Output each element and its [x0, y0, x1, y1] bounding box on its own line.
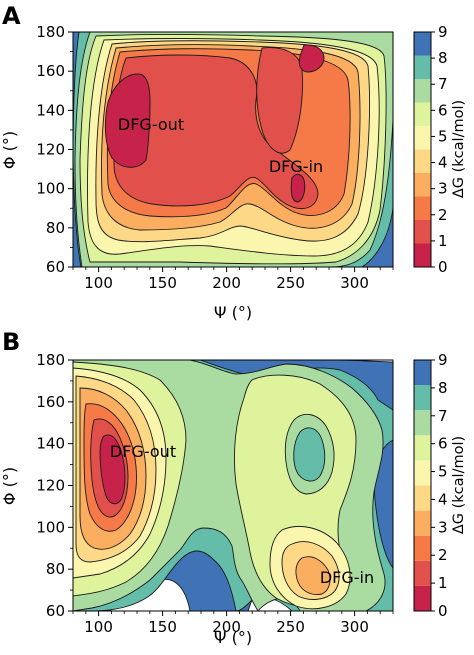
x-tick-label: 250 — [276, 618, 305, 636]
x-ticks-b: 100 150 200 250 300 — [72, 611, 394, 636]
colorbar-tick-label: 7 — [438, 75, 448, 93]
colorbar-label-a: ΔG (kcal/mol) — [451, 100, 467, 198]
colorbar-segment — [414, 102, 431, 126]
x-axis-label-a: Ψ (°) — [214, 303, 252, 322]
contour-b-level-8b — [293, 427, 326, 482]
colorbar-tick-label: 2 — [438, 206, 448, 224]
annotation-dfg-in-a: DFG-in — [269, 157, 323, 176]
colorbar-tick-label: 0 — [438, 258, 448, 276]
colorbar-tick-label: 1 — [438, 574, 448, 592]
colorbar-segment — [414, 173, 431, 197]
x-tick-label: 300 — [340, 274, 369, 292]
contour-a-level-0b — [298, 44, 325, 73]
colorbar-segment — [414, 385, 431, 411]
x-tick-label: 150 — [148, 618, 177, 636]
colorbar-segment — [414, 410, 431, 436]
y-ticks-a: 60 80 100 120 140 160 180 — [36, 23, 73, 276]
y-tick-label: 180 — [36, 23, 65, 41]
colorbar-segment — [414, 535, 431, 561]
colorbar-tick-label: 4 — [438, 154, 448, 172]
colorbar-segment — [414, 79, 431, 103]
x-tick-label: 100 — [84, 274, 113, 292]
colorbar-tick-label: 0 — [438, 602, 448, 620]
panel-letter-b: B — [2, 328, 20, 356]
colorbar-segment — [414, 243, 431, 267]
colorbar-segment — [414, 220, 431, 244]
x-tick-label: 200 — [212, 618, 241, 636]
contour-a-level-0c — [290, 173, 306, 203]
colorbar-tick-label: 9 — [438, 351, 448, 369]
colorbar-tick-label: 6 — [438, 101, 448, 119]
colorbar-frame — [413, 31, 432, 268]
colorbar-segment — [414, 510, 431, 536]
contour-a-level-1b — [256, 47, 303, 154]
y-tick-label: 60 — [46, 602, 65, 620]
colorbar-segment — [414, 360, 431, 386]
colorbar-tick-label: 2 — [438, 546, 448, 564]
x-tick-label: 300 — [340, 618, 369, 636]
y-tick-label: 120 — [36, 477, 65, 495]
colorbar-tick-label: 8 — [438, 49, 448, 67]
y-tick-label: 120 — [36, 141, 65, 159]
colorbar-a: 0 1 2 3 4 5 6 7 8 9 — [413, 23, 448, 276]
y-tick-label: 160 — [36, 393, 65, 411]
y-ticks-b: 60 80 100 120 140 160 180 — [36, 351, 73, 620]
x-tick-label: 200 — [212, 274, 241, 292]
colorbar-segment — [414, 126, 431, 150]
colorbar-segment — [414, 196, 431, 220]
colorbar-tick-label: 5 — [438, 127, 448, 145]
annotation-dfg-in-b: DFG-in — [320, 568, 374, 587]
y-tick-label: 140 — [36, 435, 65, 453]
x-tick-label: 250 — [276, 274, 305, 292]
x-ticks-a: 100 150 200 250 300 — [72, 267, 394, 292]
colorbar-b: 0 1 2 3 4 5 6 7 8 9 — [413, 351, 448, 620]
y-tick-label: 80 — [46, 219, 65, 237]
colorbar-tick-label: 1 — [438, 232, 448, 250]
y-tick-label: 140 — [36, 101, 65, 119]
colorbar-tick-label: 9 — [438, 23, 448, 41]
colorbar-frame — [413, 359, 432, 612]
y-tick-label: 180 — [36, 351, 65, 369]
contour-layers-b — [73, 360, 393, 611]
colorbar-segment — [414, 560, 431, 586]
annotation-dfg-out-b: DFG-out — [110, 442, 176, 461]
x-tick-label: 100 — [84, 618, 113, 636]
colorbar-segment — [414, 585, 431, 611]
colorbar-tick-label: 5 — [438, 463, 448, 481]
colorbar-tick-label: 3 — [438, 518, 448, 536]
y-tick-label: 160 — [36, 62, 65, 80]
colorbar-segment — [414, 149, 431, 173]
contour-b-level-0 — [99, 434, 126, 505]
y-axis-label-b: Φ (°) — [0, 467, 19, 505]
contour-b-in-3 — [295, 556, 331, 595]
colorbar-segment — [414, 460, 431, 486]
colorbar-label-b: ΔG (kcal/mol) — [451, 436, 467, 534]
contour-a-level-0 — [104, 73, 151, 168]
panel-letter-a: A — [2, 2, 21, 30]
colorbar-tick-label: 3 — [438, 180, 448, 198]
colorbar-tick-label: 6 — [438, 435, 448, 453]
colorbar-segment — [414, 32, 431, 56]
x-axis-label-b: Ψ (°) — [214, 628, 252, 647]
y-tick-label: 100 — [36, 518, 65, 536]
colorbar-segment — [414, 435, 431, 461]
y-tick-label: 80 — [46, 560, 65, 578]
y-tick-label: 100 — [36, 180, 65, 198]
y-axis-label-a: Φ (°) — [0, 131, 19, 169]
contour-a-level-1 — [113, 54, 319, 210]
y-tick-label: 60 — [46, 258, 65, 276]
annotation-dfg-out-a: DFG-out — [118, 115, 184, 134]
colorbar-tick-label: 4 — [438, 490, 448, 508]
colorbar-tick-label: 8 — [438, 379, 448, 397]
contour-layers-a — [73, 32, 393, 267]
colorbar-segment — [414, 485, 431, 511]
colorbar-segment — [414, 55, 431, 79]
colorbar-tick-label: 7 — [438, 407, 448, 425]
x-tick-label: 150 — [148, 274, 177, 292]
